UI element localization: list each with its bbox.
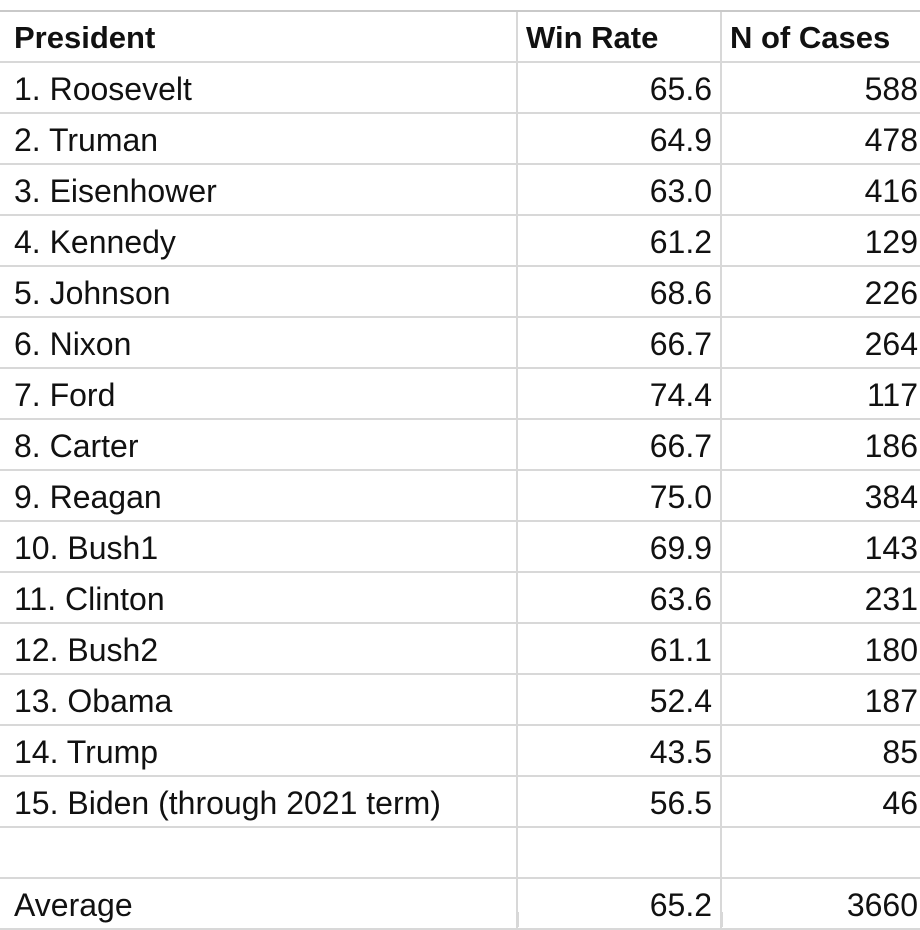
president-cell[interactable]: 2. Truman [0,114,518,163]
total-cases-cell[interactable]: 3660 [846,887,918,923]
average-label-cell[interactable]: Average [0,879,518,928]
table-row: 12. Bush2 61.1 180 [0,624,920,675]
header-row: President Win Rate N of Cases [0,12,920,63]
cases-cell[interactable]: 264 [864,326,918,362]
table-row: 5. Johnson 68.6 226 [0,267,920,318]
cases-cell[interactable]: 85 [882,734,918,770]
win-rate-cell[interactable]: 69.9 [518,522,722,571]
empty-cell[interactable] [0,828,518,877]
table-row: 2. Truman 64.9 478 [0,114,920,165]
table-row: 15. Biden (through 2021 term) 56.5 46 [0,777,920,828]
cases-cell[interactable]: 117 [866,377,918,413]
average-row: Average 65.2 3660 [0,879,920,930]
table-row: 1. Roosevelt 65.6 588 [0,63,920,114]
win-rate-cell[interactable]: 52.4 [518,675,722,724]
table-row: 6. Nixon 66.7 264 [0,318,920,369]
table-row: 11. Clinton 63.6 231 [0,573,920,624]
win-rate-cell[interactable]: 66.7 [518,420,722,469]
president-cell[interactable]: 12. Bush2 [0,624,518,673]
table-row: 7. Ford 74.4 117 [0,369,920,420]
empty-cell[interactable] [518,828,722,877]
president-cell[interactable]: 11. Clinton [0,573,518,622]
table-row: 14. Trump 43.5 85 [0,726,920,777]
win-rate-cell[interactable]: 68.6 [518,267,722,316]
cases-cell[interactable]: 186 [864,428,918,464]
spreadsheet-table: President Win Rate N of Cases 1. Rooseve… [0,10,920,930]
column-divider [517,912,519,927]
cases-cell[interactable]: 143 [864,530,918,566]
average-win-rate-cell[interactable]: 65.2 [518,879,722,928]
cases-cell[interactable]: 416 [864,173,918,209]
president-cell[interactable]: 1. Roosevelt [0,63,518,112]
win-rate-cell[interactable]: 74.4 [518,369,722,418]
president-cell[interactable]: 6. Nixon [0,318,518,367]
table-row: 3. Eisenhower 63.0 416 [0,165,920,216]
win-rate-cell[interactable]: 56.5 [518,777,722,826]
header-n-of-cases[interactable]: N of Cases [730,20,891,55]
column-divider [721,912,723,927]
header-win-rate[interactable]: Win Rate [518,12,722,61]
president-cell[interactable]: 14. Trump [0,726,518,775]
win-rate-cell[interactable]: 43.5 [518,726,722,775]
cases-cell[interactable]: 384 [864,479,918,515]
empty-cell[interactable] [722,828,920,877]
table-row: 13. Obama 52.4 187 [0,675,920,726]
table-row: 8. Carter 66.7 186 [0,420,920,471]
cases-cell[interactable]: 588 [864,71,918,107]
empty-row [0,828,920,879]
win-rate-cell[interactable]: 63.6 [518,573,722,622]
win-rate-cell[interactable]: 61.1 [518,624,722,673]
cases-cell[interactable]: 231 [864,581,918,617]
cases-cell[interactable]: 129 [864,224,918,260]
cases-cell[interactable]: 478 [864,122,918,158]
cases-cell[interactable]: 180 [864,632,918,668]
win-rate-cell[interactable]: 61.2 [518,216,722,265]
president-cell[interactable]: 10. Bush1 [0,522,518,571]
president-cell[interactable]: 9. Reagan [0,471,518,520]
cases-cell[interactable]: 46 [882,785,918,821]
table-row: 9. Reagan 75.0 384 [0,471,920,522]
president-cell[interactable]: 13. Obama [0,675,518,724]
header-president[interactable]: President [0,12,518,61]
table-row: 10. Bush1 69.9 143 [0,522,920,573]
table-row: 4. Kennedy 61.2 129 [0,216,920,267]
president-cell[interactable]: 4. Kennedy [0,216,518,265]
president-cell[interactable]: 8. Carter [0,420,518,469]
win-rate-cell[interactable]: 64.9 [518,114,722,163]
president-cell[interactable]: 7. Ford [0,369,518,418]
win-rate-cell[interactable]: 63.0 [518,165,722,214]
president-cell[interactable]: 3. Eisenhower [0,165,518,214]
president-cell[interactable]: 15. Biden (through 2021 term) [0,777,518,826]
win-rate-cell[interactable]: 75.0 [518,471,722,520]
president-cell[interactable]: 5. Johnson [0,267,518,316]
cases-cell[interactable]: 187 [864,683,918,719]
win-rate-cell[interactable]: 66.7 [518,318,722,367]
win-rate-cell[interactable]: 65.6 [518,63,722,112]
cases-cell[interactable]: 226 [864,275,918,311]
